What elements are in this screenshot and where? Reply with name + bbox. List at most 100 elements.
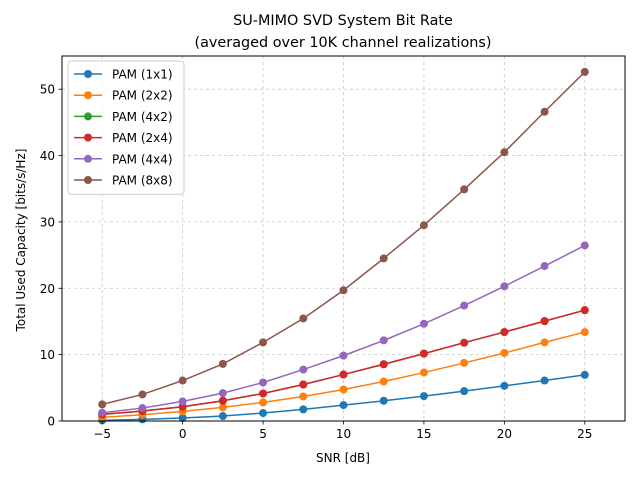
data-point: [500, 282, 509, 291]
data-point: [218, 396, 227, 405]
y-tick-label: 0: [47, 415, 55, 429]
data-point: [460, 338, 469, 347]
axis-ticks: −5 0 5 10 15 20 25 0 10 20 30 40 50: [40, 83, 593, 441]
x-tick-label: 0: [179, 427, 187, 441]
data-point: [419, 392, 428, 401]
x-tick-label: −5: [93, 427, 111, 441]
data-point: [98, 400, 107, 409]
data-point: [178, 397, 187, 406]
data-point: [339, 286, 348, 295]
data-point: [580, 241, 589, 250]
y-tick-label: 40: [40, 149, 55, 163]
data-point: [339, 401, 348, 410]
data-point: [218, 412, 227, 421]
data-point: [259, 398, 268, 407]
legend: PAM (1x1) PAM (2x2) PAM (4x2) PAM (2x4) PAM …: [67, 60, 185, 195]
data-point: [460, 301, 469, 310]
chart-subtitle: (averaged over 10K channel realizations): [194, 35, 491, 51]
data-point: [299, 314, 308, 323]
data-point: [299, 392, 308, 401]
data-point: [460, 358, 469, 367]
legend-label: PAM (8x8): [112, 174, 173, 188]
data-point: [419, 368, 428, 377]
data-point: [540, 376, 549, 385]
data-point: [379, 377, 388, 386]
data-point: [500, 348, 509, 357]
data-point: [299, 365, 308, 374]
data-point: [259, 409, 268, 418]
data-point: [500, 381, 509, 390]
x-tick-label: 25: [577, 427, 592, 441]
data-point: [178, 376, 187, 385]
legend-item: PAM (2x2): [74, 89, 173, 103]
data-point: [379, 254, 388, 263]
data-point: [419, 349, 428, 358]
legend-marker: [84, 133, 92, 142]
data-point: [540, 317, 549, 326]
data-point: [339, 370, 348, 379]
data-point: [500, 328, 509, 337]
x-tick-label: 10: [336, 427, 351, 441]
legend-label: PAM (4x4): [112, 152, 173, 166]
y-axis-label: Total Used Capacity [bits/s/Hz]: [14, 149, 28, 333]
series-3: [98, 306, 589, 419]
data-point: [178, 414, 187, 423]
data-point: [460, 387, 469, 396]
data-point: [299, 380, 308, 389]
data-point: [138, 390, 147, 399]
legend-marker: [84, 70, 92, 78]
series-5: [98, 67, 589, 409]
data-point: [259, 389, 268, 398]
y-tick-label: 50: [40, 83, 55, 97]
data-point: [419, 221, 428, 230]
data-point: [580, 328, 589, 337]
legend-frame: [67, 60, 185, 195]
data-point: [218, 389, 227, 398]
data-point: [460, 185, 469, 194]
series-4: [98, 241, 589, 417]
legend-item: PAM (8x8): [74, 174, 173, 188]
legend-item: PAM (2x4): [74, 131, 173, 145]
x-tick-label: 20: [497, 427, 512, 441]
data-point: [259, 338, 268, 347]
x-axis-label: SNR [dB]: [316, 451, 370, 465]
legend-label: PAM (2x2): [112, 89, 173, 103]
legend-item: PAM (4x4): [74, 152, 173, 166]
legend-marker: [84, 154, 92, 163]
data-point: [540, 338, 549, 347]
legend-label: PAM (2x4): [112, 131, 173, 145]
legend-item: PAM (4x2): [74, 110, 173, 124]
data-point: [299, 405, 308, 414]
data-point: [379, 336, 388, 345]
legend-item: PAM (1x1): [74, 68, 173, 82]
legend-label: PAM (4x2): [112, 110, 173, 124]
data-point: [339, 351, 348, 360]
y-tick-label: 20: [40, 282, 55, 296]
legend-marker: [84, 112, 92, 121]
data-point: [138, 404, 147, 413]
chart-title: SU-MIMO SVD System Bit Rate: [233, 13, 453, 29]
data-point: [540, 107, 549, 116]
data-point: [218, 403, 227, 412]
data-point: [580, 306, 589, 315]
data-point: [259, 378, 268, 387]
series-layer: [98, 67, 589, 425]
data-point: [98, 408, 107, 417]
data-point: [419, 319, 428, 328]
data-point: [218, 359, 227, 368]
data-point: [379, 396, 388, 405]
legend-label: PAM (1x1): [112, 68, 173, 82]
data-point: [379, 360, 388, 369]
y-tick-label: 30: [40, 215, 55, 229]
data-point: [540, 262, 549, 271]
legend-marker: [84, 176, 92, 184]
y-tick-label: 10: [40, 348, 55, 362]
series-1: [98, 328, 589, 422]
legend-marker: [84, 91, 92, 100]
x-tick-label: 5: [259, 427, 267, 441]
x-tick-label: 15: [416, 427, 431, 441]
data-point: [580, 67, 589, 76]
data-point: [500, 148, 509, 157]
data-point: [580, 370, 589, 379]
